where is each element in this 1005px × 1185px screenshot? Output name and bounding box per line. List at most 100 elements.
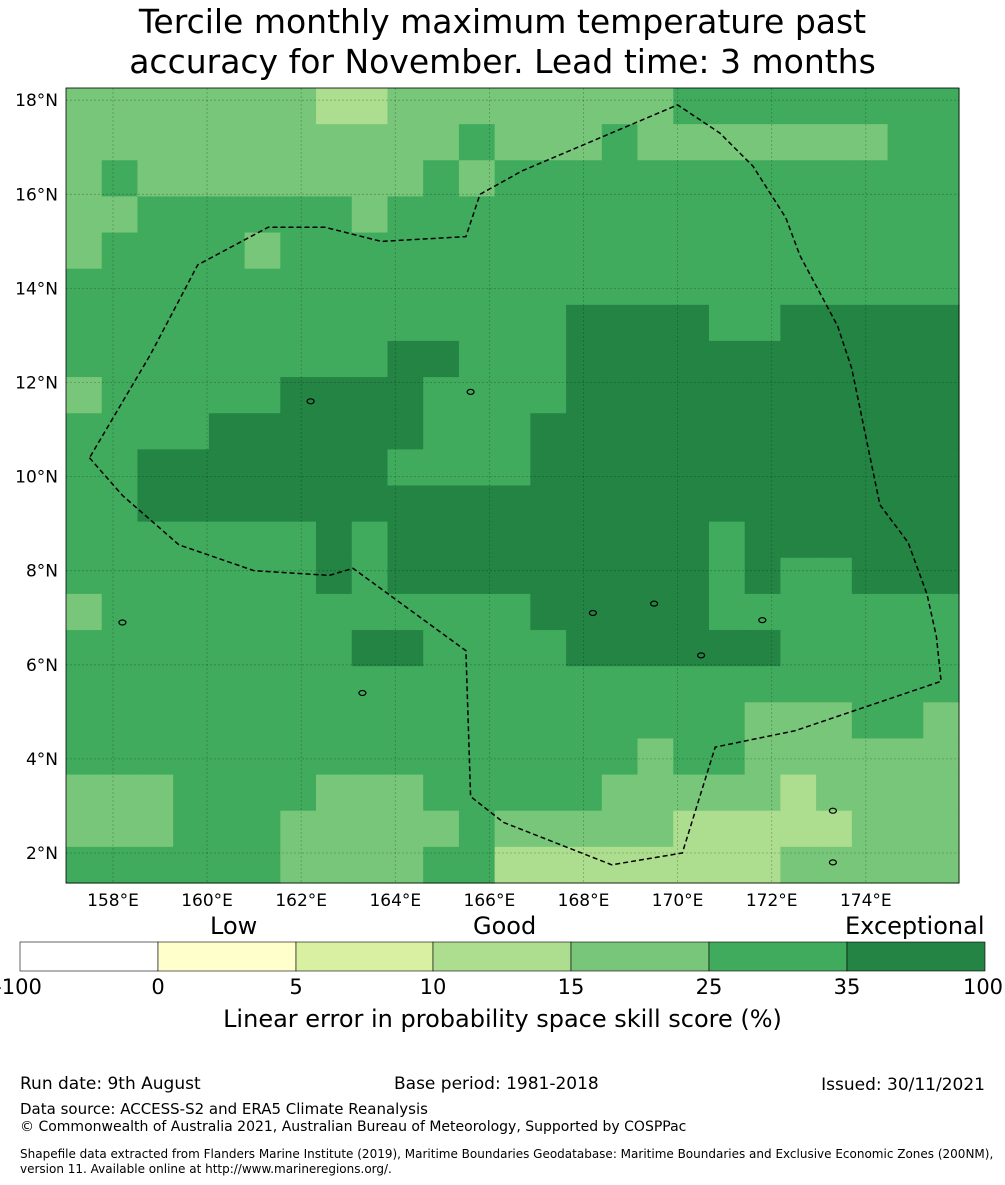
skill-cell: [816, 160, 853, 198]
skill-cell: [780, 449, 817, 487]
skill-cell: [66, 774, 103, 812]
island-outline: [306, 398, 315, 405]
skill-cell: [816, 340, 853, 378]
skill-cell: [601, 449, 639, 487]
skill-cell: [244, 810, 281, 848]
skill-cell: [351, 774, 389, 812]
colorbar-label-good: Good: [473, 912, 537, 940]
skill-cell: [351, 88, 389, 125]
skill-cell: [316, 630, 353, 667]
skill-cell: [137, 160, 174, 198]
skill-cell: [530, 340, 567, 378]
skill-cell: [816, 413, 853, 450]
skill-cell: [530, 521, 567, 559]
skill-cell: [387, 304, 424, 342]
colorbar: [19, 941, 986, 972]
skill-cell: [423, 268, 460, 306]
skill-cell: [744, 630, 781, 667]
skill-cell: [244, 88, 281, 125]
skill-cell: [923, 413, 960, 450]
skill-cell: [387, 449, 424, 487]
skill-cell: [887, 232, 924, 270]
skill-cell: [173, 232, 210, 270]
skill-cell: [637, 557, 674, 595]
skill-cell: [780, 304, 817, 342]
skill-cell: [708, 810, 746, 848]
skill-cell: [316, 810, 353, 848]
skill-cell: [208, 268, 246, 306]
skill-cell: [708, 268, 746, 306]
skill-cell: [744, 340, 781, 378]
colorbar-segment: [295, 941, 434, 972]
skill-cell: [137, 413, 174, 450]
skill-cell: [708, 593, 746, 631]
skill-cell: [423, 196, 460, 234]
skill-cell: [423, 377, 460, 414]
skill-cell: [530, 232, 567, 270]
skill-cell: [673, 846, 710, 884]
skill-cell: [137, 810, 174, 848]
skill-cell: [744, 88, 781, 125]
skill-cell: [137, 593, 174, 631]
skill-cell: [637, 160, 674, 198]
skill-cell: [494, 810, 531, 848]
skill-cell: [137, 846, 174, 884]
skill-cell: [566, 377, 603, 414]
skill-cell: [708, 196, 746, 234]
skill-cell: [387, 593, 424, 631]
skill-cell: [387, 377, 424, 414]
skill-cell: [708, 124, 746, 161]
skill-cell: [708, 485, 746, 523]
skill-cell: [280, 413, 317, 450]
colorbar-tick: 15: [557, 975, 585, 999]
latitude-tick-label: 6°N: [26, 656, 58, 676]
skill-cell: [601, 124, 639, 161]
skill-cell: [101, 232, 139, 270]
skill-cell: [137, 449, 174, 487]
skill-cell: [816, 449, 853, 487]
skill-cell: [494, 702, 531, 740]
skill-cell: [458, 557, 496, 595]
skill-cell: [387, 702, 424, 740]
skill-cell: [887, 449, 924, 487]
skill-cell: [601, 377, 639, 414]
skill-cell: [173, 738, 210, 776]
skill-cell: [601, 340, 639, 378]
skill-cell: [66, 557, 103, 595]
skill-cell: [101, 557, 139, 595]
skill-cell: [780, 268, 817, 306]
skill-cell: [887, 88, 924, 125]
skill-cell: [244, 340, 281, 378]
skill-cell: [387, 846, 424, 884]
latitude-tick-label: 4°N: [26, 750, 58, 770]
skill-cell: [851, 485, 889, 523]
skill-cell: [601, 268, 639, 306]
skill-cell: [280, 557, 317, 595]
skill-cell: [208, 810, 246, 848]
skill-cell: [816, 124, 853, 161]
skill-cell: [208, 593, 246, 631]
skill-cell: [458, 160, 496, 198]
skill-cell: [851, 630, 889, 667]
skill-cell: [566, 702, 603, 740]
skill-cell: [458, 521, 496, 559]
skill-cell: [637, 377, 674, 414]
skill-cell: [566, 557, 603, 595]
skill-cell: [887, 196, 924, 234]
skill-cell: [923, 268, 960, 306]
skill-cell: [530, 485, 567, 523]
skill-cell: [244, 702, 281, 740]
skill-cell: [530, 810, 567, 848]
skill-cell: [566, 160, 603, 198]
skill-cell: [173, 88, 210, 125]
skill-cell: [423, 304, 460, 342]
skill-cell: [851, 738, 889, 776]
skill-cell: [423, 124, 460, 161]
skill-cell: [137, 88, 174, 125]
skill-cell: [280, 377, 317, 414]
base-period: Base period: 1981-2018: [394, 1074, 599, 1094]
skill-cell: [387, 124, 424, 161]
skill-cell: [137, 196, 174, 234]
skill-cell: [530, 666, 567, 703]
island-outline: [828, 859, 838, 866]
